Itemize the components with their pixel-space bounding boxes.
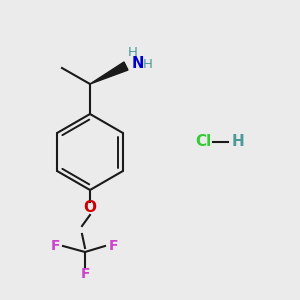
Text: H: H bbox=[128, 46, 138, 59]
Text: H: H bbox=[232, 134, 245, 149]
Text: Cl: Cl bbox=[195, 134, 211, 149]
Text: O: O bbox=[83, 200, 97, 215]
Text: F: F bbox=[50, 239, 60, 253]
Text: F: F bbox=[80, 267, 90, 281]
Text: F: F bbox=[108, 239, 118, 253]
Text: N: N bbox=[132, 56, 144, 71]
Text: H: H bbox=[143, 58, 153, 70]
Polygon shape bbox=[90, 62, 128, 84]
